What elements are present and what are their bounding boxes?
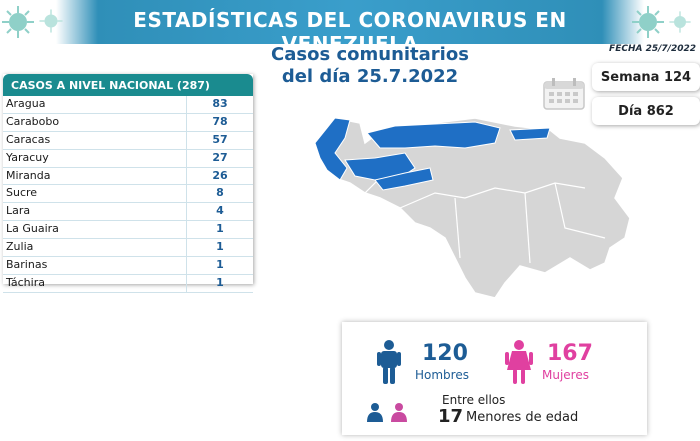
virus-icon	[2, 6, 34, 38]
among-label: Entre ellos	[442, 393, 506, 407]
calendar-icon	[543, 78, 585, 110]
state-name: Caracas	[3, 131, 187, 149]
table-heading: CASOS A NIVEL NACIONAL (287)	[3, 74, 253, 96]
table-row: La Guaira 1	[3, 221, 253, 240]
table-row: Barinas 1	[3, 257, 253, 275]
table-row: Miranda 26	[3, 167, 253, 186]
state-cases: 1	[216, 258, 224, 272]
table-row: Sucre 8	[3, 185, 253, 204]
state-name: Miranda	[3, 167, 187, 185]
minors-label: Menores de edad	[466, 410, 579, 425]
virus-icon	[669, 11, 691, 33]
women-count: 167	[547, 341, 593, 366]
state-cases: 4	[216, 204, 224, 218]
table-row: Yaracuy 27	[3, 149, 253, 168]
subtitle-line1: Casos comunitarios	[271, 44, 469, 65]
page-title: ESTADÍSTICAS DEL CORONAVIRUS EN VENEZUEL…	[133, 8, 567, 56]
table-row: Lara 4	[3, 203, 253, 222]
table-row: Aragua 83	[3, 96, 253, 114]
men-label: Hombres	[415, 368, 469, 382]
map-barinas	[374, 167, 434, 191]
stats-panel: 120 Hombres 167 Mujeres Entre ellos 17 M…	[342, 322, 647, 435]
state-cases: 27	[212, 150, 228, 164]
children-icon	[367, 403, 407, 422]
state-name: Aragua	[3, 96, 187, 113]
virus-icon	[632, 6, 664, 38]
state-cases: 26	[212, 168, 228, 182]
state-cases: 8	[216, 186, 224, 200]
state-name: Zulia	[3, 239, 187, 257]
state-cases: 57	[212, 132, 228, 146]
state-name: Barinas	[3, 257, 187, 274]
table-row: Caracas 57	[3, 131, 253, 150]
state-cases: 83	[212, 97, 228, 110]
cases-table: CASOS A NIVEL NACIONAL (287) Aragua 83 Car…	[3, 74, 253, 293]
table-body: Aragua 83 Carabobo 78 Caracas 57 Yaracuy 27 Mira…	[3, 96, 253, 293]
state-cases: 78	[212, 114, 228, 128]
map-zulia	[314, 117, 351, 181]
state-cases: 1	[216, 222, 224, 236]
state-name: La Guaira	[3, 221, 187, 239]
map-central	[366, 121, 501, 149]
women-label: Mujeres	[542, 368, 589, 382]
subtitle-line2: del día 25.7.2022	[281, 66, 459, 87]
minors-count: 17	[438, 406, 464, 427]
header-banner: ESTADÍSTICAS DEL CORONAVIRUS EN VENEZUEL…	[0, 0, 700, 56]
table-row: Táchira 1	[3, 274, 253, 293]
virus-icon	[39, 9, 63, 33]
venezuela-map	[314, 117, 631, 299]
state-name: Carabobo	[3, 113, 187, 131]
day-box: Día 862	[592, 97, 700, 125]
state-name: Sucre	[3, 185, 187, 203]
state-name: Táchira	[3, 274, 187, 292]
state-name: Lara	[3, 203, 187, 221]
subtitle: Casos comunitarios del día 25.7.2022	[250, 44, 490, 88]
week-box: Semana 124	[592, 63, 700, 91]
state-cases: 1	[216, 240, 224, 254]
man-icon	[377, 340, 401, 384]
state-name: Yaracuy	[3, 149, 187, 167]
state-cases: 1	[216, 275, 224, 289]
table-row: Carabobo 78	[3, 113, 253, 132]
men-count: 120	[422, 341, 468, 366]
table-row: Zulia 1	[3, 239, 253, 258]
date-label: FECHA 25/7/2022	[609, 44, 696, 54]
map-sucre	[509, 127, 551, 141]
woman-icon	[505, 340, 533, 384]
